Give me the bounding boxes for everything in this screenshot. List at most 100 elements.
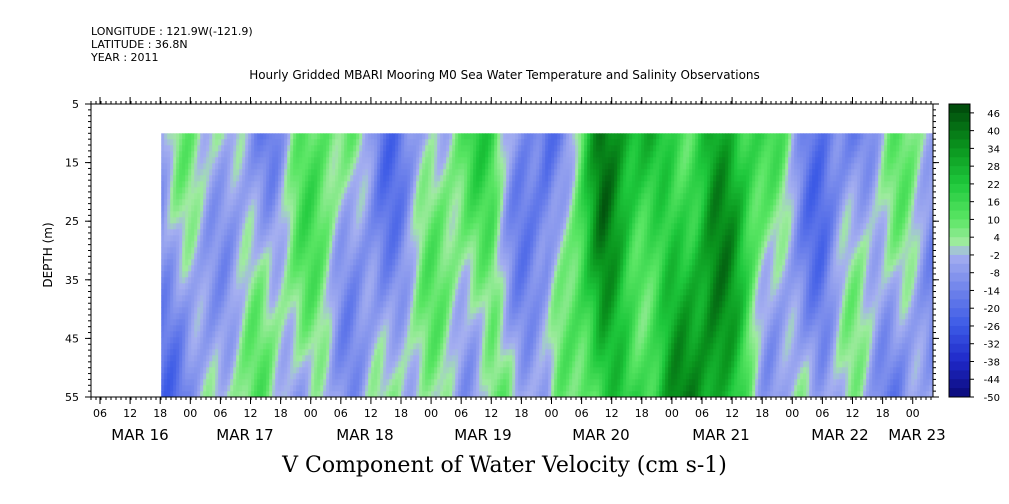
heatmap-cell <box>464 211 468 218</box>
heatmap-cell <box>464 313 468 320</box>
heatmap-cell <box>224 379 228 386</box>
heatmap-cell <box>305 367 309 374</box>
heatmap-cell <box>248 133 252 140</box>
heatmap-cell <box>350 265 354 272</box>
heatmap-cell <box>422 343 426 350</box>
heatmap-cell <box>410 295 414 302</box>
heatmap-cell <box>395 139 399 146</box>
heatmap-cell <box>383 301 387 308</box>
heatmap-cell <box>416 259 420 266</box>
heatmap-cell <box>476 295 480 302</box>
heatmap-cell <box>284 247 288 254</box>
heatmap-cell <box>446 151 450 158</box>
heatmap-cell <box>161 367 165 374</box>
heatmap-cell <box>218 295 222 302</box>
heatmap-cell <box>227 223 231 230</box>
heatmap-cell <box>344 319 348 326</box>
heatmap-cell <box>221 295 225 302</box>
heatmap-cell <box>377 361 381 368</box>
heatmap-cell <box>161 253 165 260</box>
heatmap-cell <box>182 295 186 302</box>
heatmap-cell <box>284 289 288 296</box>
heatmap-cell <box>293 247 297 254</box>
heatmap-cell <box>464 139 468 146</box>
heatmap-cell <box>404 217 408 224</box>
heatmap-cell <box>404 283 408 290</box>
heatmap-cell <box>392 361 396 368</box>
heatmap-cell <box>416 253 420 260</box>
heatmap-cell <box>449 271 453 278</box>
heatmap-cell <box>257 391 261 398</box>
heatmap-cell <box>452 163 456 170</box>
heatmap-cell <box>326 181 330 188</box>
heatmap-cell <box>254 157 258 164</box>
heatmap-cell <box>473 241 477 248</box>
heatmap-cell <box>263 301 267 308</box>
heatmap-cell <box>317 301 321 308</box>
heatmap-cell <box>194 241 198 248</box>
heatmap-cell <box>284 265 288 272</box>
heatmap-cell <box>233 373 237 380</box>
heatmap-cell <box>182 247 186 254</box>
heatmap-cell <box>368 229 372 236</box>
heatmap-cell <box>296 373 300 380</box>
heatmap-cell <box>491 229 495 236</box>
heatmap-cell <box>446 229 450 236</box>
heatmap-cell <box>182 229 186 236</box>
heatmap-cell <box>455 337 459 344</box>
heatmap-cell <box>497 295 501 302</box>
heatmap-cell <box>284 301 288 308</box>
heatmap-cell <box>488 235 492 242</box>
heatmap-cell <box>317 379 321 386</box>
heatmap-cell <box>206 223 210 230</box>
heatmap-cell <box>248 391 252 398</box>
heatmap-cell <box>194 295 198 302</box>
heatmap-cell <box>311 139 315 146</box>
heatmap-cell <box>293 277 297 284</box>
heatmap-cell <box>350 307 354 314</box>
heatmap-cell <box>218 265 222 272</box>
heatmap-cell <box>335 151 339 158</box>
heatmap-cell <box>392 211 396 218</box>
heatmap-cell <box>383 139 387 146</box>
heatmap-cell <box>182 133 186 140</box>
heatmap-cell <box>209 181 213 188</box>
heatmap-cell <box>179 343 183 350</box>
heatmap-cell <box>470 241 474 248</box>
heatmap-cell <box>356 175 360 182</box>
heatmap-cell <box>362 205 366 212</box>
heatmap-cell <box>245 241 249 248</box>
heatmap-cell <box>332 391 336 398</box>
heatmap-cell <box>266 241 270 248</box>
heatmap-cell <box>347 337 351 344</box>
heatmap-cell <box>419 391 423 398</box>
heatmap-cell <box>314 145 318 152</box>
heatmap-cell <box>326 295 330 302</box>
heatmap-cell <box>458 367 462 374</box>
heatmap-cell <box>356 133 360 140</box>
heatmap-cell <box>257 169 261 176</box>
heatmap-cell <box>341 295 345 302</box>
heatmap-cell <box>173 163 177 170</box>
heatmap-cell <box>173 241 177 248</box>
heatmap-cell <box>356 391 360 398</box>
heatmap-cell <box>326 301 330 308</box>
heatmap-cell <box>494 175 498 182</box>
heatmap-cell <box>377 319 381 326</box>
heatmap-cell <box>332 337 336 344</box>
heatmap-cell <box>338 367 342 374</box>
heatmap-cell <box>257 175 261 182</box>
heatmap-cell <box>161 373 165 380</box>
heatmap-cell <box>371 361 375 368</box>
heatmap-cell <box>188 295 192 302</box>
heatmap-cell <box>227 247 231 254</box>
heatmap-cell <box>392 139 396 146</box>
heatmap-cell <box>233 349 237 356</box>
heatmap-cell <box>209 223 213 230</box>
heatmap-cell <box>434 211 438 218</box>
heatmap-cell <box>389 289 393 296</box>
heatmap-cell <box>446 379 450 386</box>
heatmap-cell <box>239 301 243 308</box>
heatmap-cell <box>227 343 231 350</box>
heatmap-cell <box>302 367 306 374</box>
